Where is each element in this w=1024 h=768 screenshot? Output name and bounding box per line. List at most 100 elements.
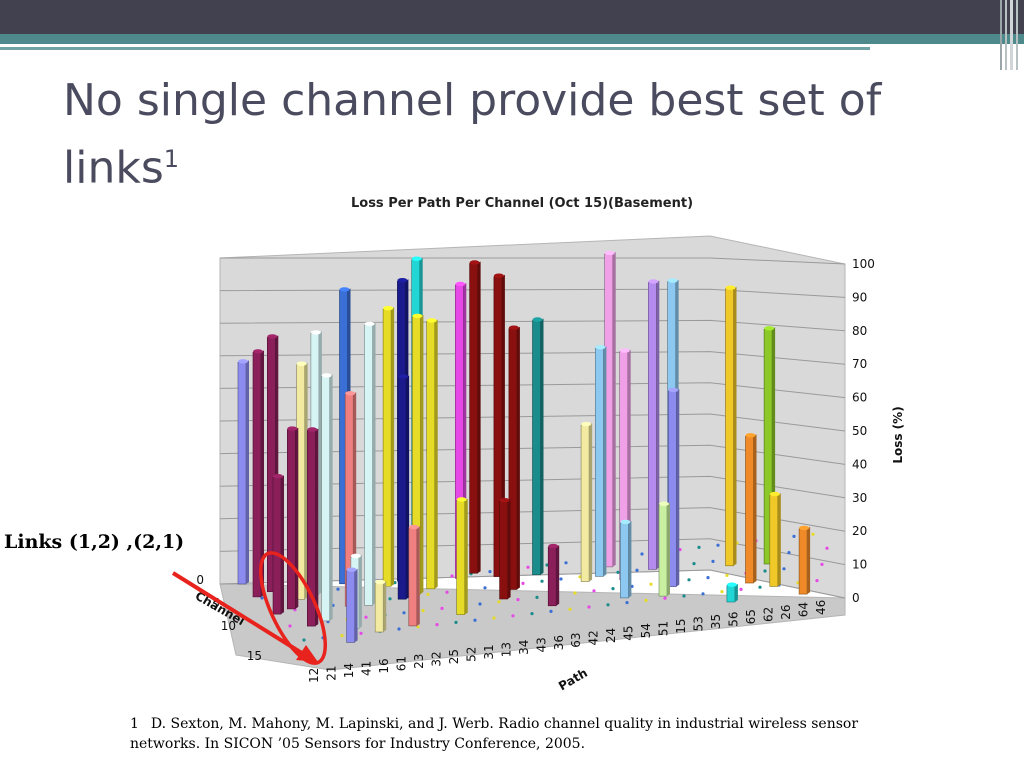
bar-front — [725, 288, 734, 567]
bar-front — [426, 321, 436, 590]
floor-dot — [815, 579, 819, 583]
footnote-number: 1 — [130, 716, 139, 732]
bar-side — [733, 286, 737, 566]
bar — [620, 519, 632, 599]
bar-top — [619, 348, 630, 353]
bar-side — [353, 392, 357, 607]
bar — [658, 501, 670, 597]
path-tick-label: 36 — [552, 635, 566, 650]
path-tick-label: 41 — [359, 661, 373, 676]
bar-top — [238, 359, 248, 364]
floor-dot — [568, 607, 572, 611]
floor-dot — [516, 598, 520, 602]
bar-front — [620, 522, 629, 599]
floor-dot — [825, 546, 829, 550]
bar-side — [295, 427, 299, 609]
path-tick-label: 43 — [534, 637, 548, 652]
z-tick-label: 40 — [852, 457, 867, 471]
z-tick-label: 30 — [852, 491, 867, 505]
floor-dot — [564, 561, 568, 565]
bar-top — [345, 391, 356, 396]
bar-side — [628, 520, 632, 598]
bar-side — [416, 526, 420, 626]
slide-title: No single channel provide best set of li… — [63, 72, 963, 198]
chart-title: Loss Per Path Per Channel (Oct 15)(Basem… — [351, 196, 693, 211]
floor-dot — [340, 634, 344, 638]
bar — [547, 543, 560, 607]
path-tick-label: 16 — [377, 658, 391, 673]
decorative-stripes — [1000, 0, 1018, 70]
bar-front — [580, 424, 590, 582]
floor-dot — [526, 565, 530, 569]
floor-dot — [549, 609, 553, 614]
bar-front — [382, 308, 392, 587]
floor-dot — [535, 595, 539, 600]
bar-top — [339, 287, 350, 292]
bar-top — [620, 519, 631, 525]
bar — [499, 498, 511, 600]
bar-top — [745, 433, 756, 438]
bar-top — [408, 524, 419, 530]
x-axis-label: Path — [556, 666, 590, 694]
bar-front — [397, 377, 407, 600]
floor-dot — [473, 618, 477, 622]
bar-top — [799, 525, 810, 531]
bar-side — [391, 307, 395, 587]
floor-dot — [592, 589, 596, 593]
path-tick-label: 56 — [727, 611, 741, 626]
bar-side — [315, 428, 319, 627]
floor-dot — [483, 586, 487, 590]
floor-dot — [492, 616, 496, 620]
bar-top — [659, 501, 669, 506]
callout-arrow-head — [296, 645, 318, 662]
path-tick-label: 45 — [622, 626, 636, 641]
path-tick-label: 46 — [814, 600, 828, 615]
bar-top — [668, 387, 679, 393]
z-tick-label: 80 — [852, 324, 867, 338]
bar-front — [647, 282, 657, 570]
bar-top — [350, 553, 361, 559]
bar-top — [648, 279, 659, 284]
path-tick-label: 61 — [394, 656, 408, 671]
floor-dot — [435, 623, 439, 627]
bar-top — [287, 426, 298, 431]
floor-dot — [440, 606, 444, 611]
bar-top — [456, 497, 467, 502]
bar-front — [798, 528, 808, 595]
bar-top — [398, 374, 409, 379]
bar-front — [286, 429, 296, 610]
z-tick-label: 90 — [852, 290, 867, 304]
bar — [647, 279, 660, 570]
path-tick-label: 54 — [639, 623, 653, 638]
bar-front — [499, 500, 508, 600]
bar-front — [595, 347, 604, 577]
path-tick-label: 24 — [604, 628, 618, 643]
bar-front — [532, 320, 541, 576]
title-footnote-marker: 1 — [163, 145, 180, 173]
bar-side — [589, 423, 593, 582]
floor-dot — [540, 579, 544, 583]
bar-top — [307, 427, 318, 432]
bar-side — [556, 545, 560, 606]
path-tick-label: 63 — [569, 633, 583, 648]
bar — [272, 474, 284, 615]
path-tick-label: 14 — [342, 663, 356, 678]
floor-dot — [559, 577, 563, 581]
accent-band — [0, 34, 1024, 44]
floor-dot — [388, 597, 392, 601]
floor-dot — [545, 563, 549, 567]
slide-title-text: No single channel provide best set of li… — [63, 75, 882, 194]
path-tick-label: 23 — [412, 654, 426, 669]
bar-front — [726, 585, 736, 603]
path-tick-label: 31 — [482, 644, 496, 659]
path-tick-label: 51 — [657, 621, 671, 636]
floor-dot — [478, 602, 482, 606]
bar-top — [346, 567, 357, 572]
bar — [382, 306, 395, 587]
path-tick-label: 13 — [499, 642, 513, 657]
footnote: 1 D. Sexton, M. Mahony, M. Lapinski, and … — [130, 714, 930, 754]
floor-dot — [820, 562, 824, 567]
floor-dot — [450, 574, 454, 578]
floor-dot — [530, 612, 534, 616]
